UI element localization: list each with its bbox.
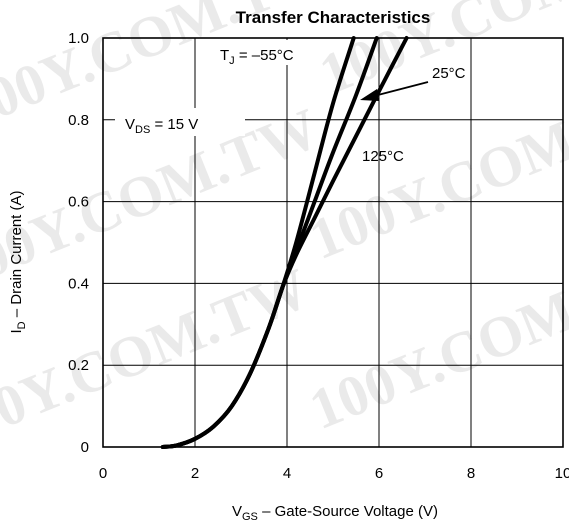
x-tick-label: 10	[555, 465, 569, 482]
y-tick-labels: 0 0.2 0.4 0.6 0.8 1.0	[68, 30, 89, 456]
x-tick-labels: 0 2 4 6 8 10	[99, 465, 569, 482]
y-tick-label: 0.2	[68, 357, 89, 374]
x-tick-label: 2	[191, 465, 199, 482]
y-tick-label: 0	[81, 439, 89, 456]
y-tick-label: 0.4	[68, 275, 89, 292]
plot-area-frame	[102, 37, 564, 448]
tj-annotation: TJ = –55°C	[220, 47, 294, 67]
y-tick-label: 0.8	[68, 112, 89, 129]
watermark-layer: 100Y.COM.TW100Y.COM.TW100Y.COM.TW100Y.CO…	[0, 0, 569, 462]
y-tick-label: 1.0	[68, 30, 89, 47]
series-line-125c	[160, 36, 409, 449]
t25-arrow-icon	[360, 81, 429, 101]
vds-annotation: VDS = 15 V	[125, 116, 198, 136]
x-tick-label: 0	[99, 465, 107, 482]
x-axis-label: VGS – Gate-Source Voltage (V)	[232, 503, 438, 523]
x-tick-label: 6	[375, 465, 383, 482]
t25-annotation: 25°C	[432, 65, 466, 82]
watermark-text: 100Y.COM.TW	[301, 235, 569, 442]
x-tick-label: 8	[467, 465, 475, 482]
watermark-text: 100Y.COM.TW	[0, 255, 317, 462]
y-axis-label: ID – Drain Current (A)	[8, 191, 28, 334]
series-curves	[160, 36, 409, 449]
grid-lines	[103, 38, 563, 447]
x-tick-label: 4	[283, 465, 291, 482]
tj-label-background	[207, 40, 317, 65]
t125-annotation: 125°C	[362, 148, 404, 165]
y-tick-label: 0.6	[68, 194, 89, 211]
chart-title: Transfer Characteristics	[236, 8, 431, 27]
vds-label-background	[115, 108, 245, 136]
